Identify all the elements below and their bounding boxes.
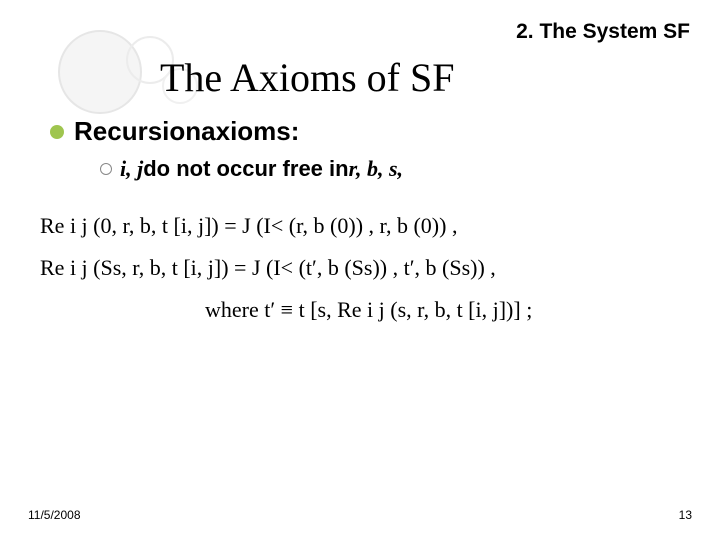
bullet-suffix: axioms: <box>201 116 299 147</box>
math-block: Re i j (0, r, b, t [i, j]) = J (I< (r, b… <box>40 205 680 330</box>
sub-mid: do not occur free in <box>143 156 348 182</box>
ring-icon <box>100 163 112 175</box>
bullet-prefix: Recursion <box>74 116 201 147</box>
slide-title: The Axioms of SF <box>160 54 454 101</box>
math-line-3: where t′ ≡ t [s, Re i j (s, r, b, t [i, … <box>40 289 680 331</box>
bullet-recursion: Recursion axioms: <box>50 116 299 147</box>
sub-tail: r, b, s, <box>349 156 403 182</box>
sub-vars: i, j <box>120 156 143 182</box>
section-label: 2. The System SF <box>516 20 690 44</box>
math-line-1: Re i j (0, r, b, t [i, j]) = J (I< (r, b… <box>40 205 680 247</box>
footer-page: 13 <box>679 508 692 522</box>
footer-date: 11/5/2008 <box>28 508 81 522</box>
title-bar: The Axioms of SF <box>0 46 720 106</box>
bullet-disc-icon <box>50 125 64 139</box>
sub-bullet: i, j do not occur free in r, b, s, <box>100 156 403 182</box>
math-line-2: Re i j (Ss, r, b, t [i, j]) = J (I< (t′,… <box>40 247 680 289</box>
